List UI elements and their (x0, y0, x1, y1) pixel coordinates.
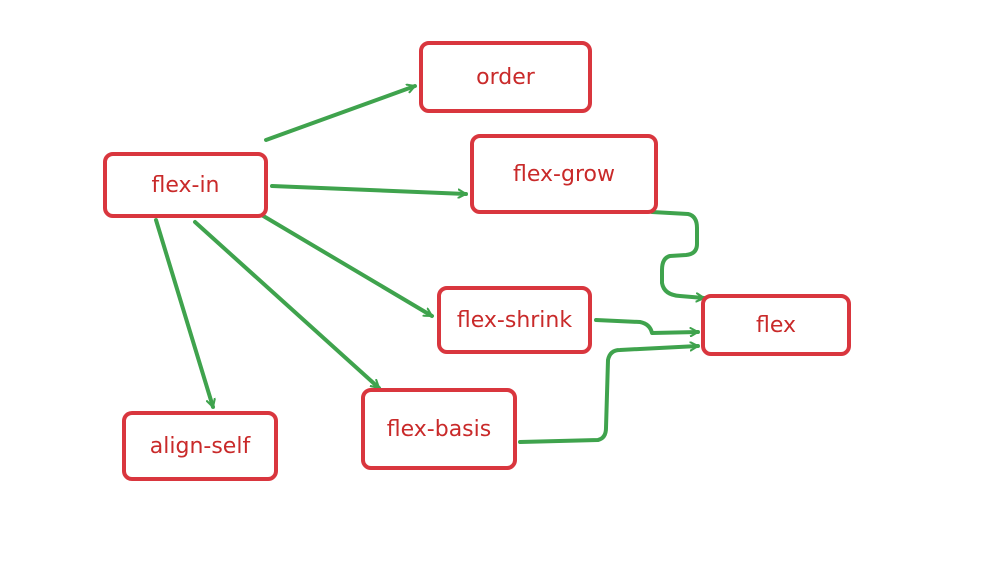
node-align-self: align-self (122, 411, 278, 481)
edge-flex-in-to-align-self (154, 218, 213, 409)
edge-flex-in-to-flex-grow (270, 184, 468, 194)
node-flex-label: flex (755, 312, 797, 338)
node-flex-basis: flex-basis (361, 388, 517, 470)
node-flex-shrink-label: flex-shrink (456, 307, 573, 333)
node-flex-basis-label: flex-basis (386, 416, 492, 442)
node-align-self-label: align-self (149, 433, 251, 459)
node-flex-grow: flex-grow (470, 134, 658, 214)
node-flex-in: flex-in (103, 152, 268, 218)
edge-flex-in-to-flex-basis (193, 220, 381, 390)
edge-flex-shrink-to-flex (594, 318, 700, 333)
node-order: order (419, 41, 592, 113)
edge-flex-basis-to-flex (518, 346, 700, 444)
node-flex-grow-label: flex-grow (513, 161, 615, 187)
node-flex-in-label: flex-in (151, 172, 220, 198)
edge-flex-grow-to-flex (650, 210, 706, 298)
edge-flex-in-to-flex-shrink (258, 212, 434, 318)
node-flex-shrink: flex-shrink (437, 286, 592, 354)
node-flex: flex (701, 294, 851, 356)
edge-flex-in-to-order (264, 86, 417, 142)
node-order-label: order (476, 64, 535, 90)
